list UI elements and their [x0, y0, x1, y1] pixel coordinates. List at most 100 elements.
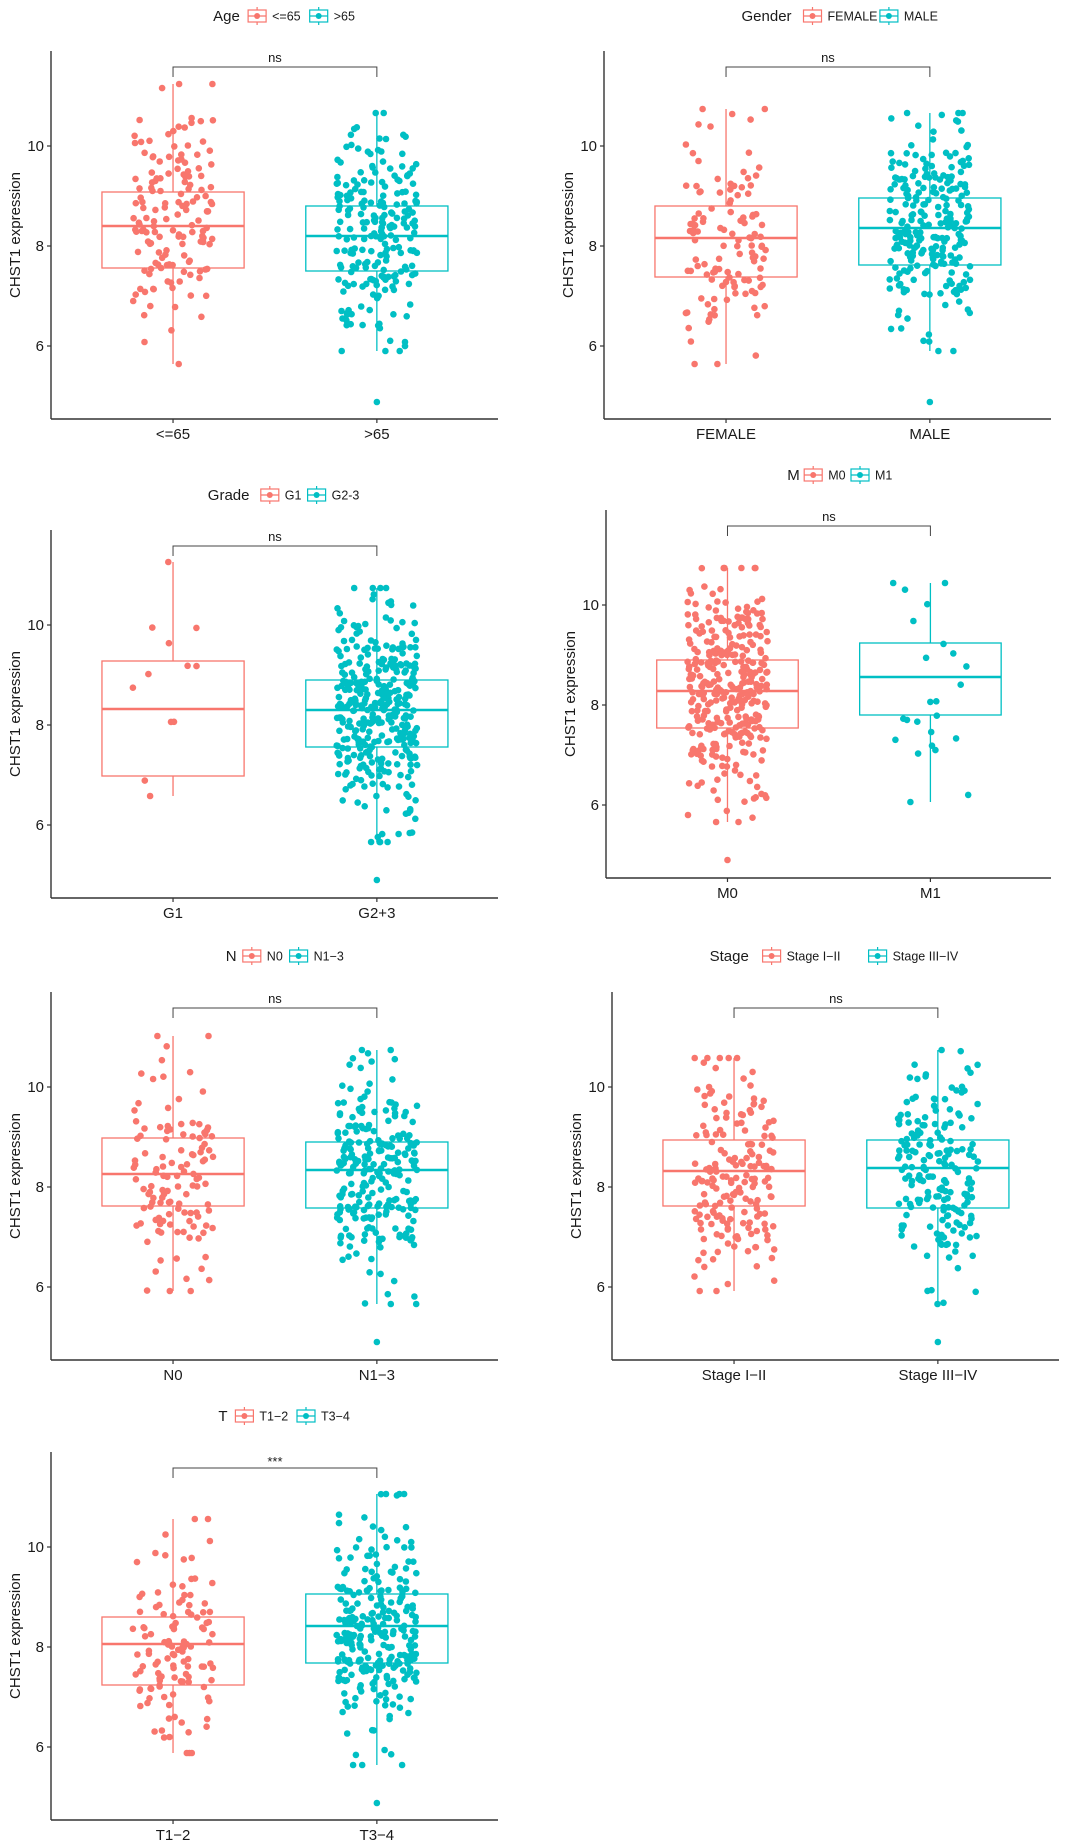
data-point [403, 702, 411, 709]
data-point [746, 1219, 753, 1226]
data-point [375, 1147, 383, 1154]
data-point [364, 1616, 371, 1623]
y-axis-title: CHST1 expression [562, 631, 579, 757]
data-point [930, 1095, 938, 1102]
data-point [725, 618, 732, 625]
data-point [886, 285, 894, 292]
data-point [187, 1287, 194, 1295]
data-point [362, 749, 370, 756]
data-point [159, 1153, 166, 1161]
data-point [692, 256, 700, 263]
data-point [348, 669, 356, 676]
data-point [359, 1183, 367, 1190]
iqr-box [101, 1137, 245, 1207]
data-point [396, 735, 404, 742]
data-point [369, 1189, 376, 1197]
data-point [948, 1084, 956, 1091]
box-1 [101, 562, 245, 796]
data-point [757, 649, 765, 656]
data-point [158, 84, 166, 92]
data-point [162, 251, 169, 258]
data-point [928, 1286, 935, 1294]
data-point [176, 278, 183, 285]
legend-label: M0 [828, 469, 845, 483]
data-point [974, 1061, 981, 1069]
data-point [174, 1183, 182, 1190]
data-point [697, 1219, 704, 1227]
data-point [335, 693, 343, 701]
data-point [336, 760, 344, 768]
data-point [742, 290, 749, 298]
data-point [131, 1107, 138, 1114]
data-point [377, 1244, 384, 1251]
data-point [412, 1613, 420, 1621]
data-point [753, 684, 761, 691]
data-point [149, 187, 156, 195]
data-point [130, 1164, 138, 1171]
data-point [336, 1616, 343, 1623]
data-point [385, 1680, 392, 1688]
data-point [741, 1127, 749, 1134]
data-point [156, 1677, 164, 1684]
data-point [750, 1101, 757, 1108]
data-point [750, 1095, 758, 1102]
data-point [209, 1153, 217, 1161]
data-point [950, 347, 957, 355]
data-point [698, 295, 705, 302]
data-point [739, 1160, 746, 1168]
data-point [164, 1104, 172, 1112]
data-point [713, 714, 721, 722]
data-point [961, 181, 969, 188]
data-point [705, 1083, 713, 1091]
data-point [361, 696, 369, 704]
data-point [209, 1224, 216, 1232]
data-point [375, 1650, 383, 1658]
data-point [367, 838, 375, 846]
data-point [206, 147, 214, 154]
data-point [941, 1160, 948, 1167]
data-point [902, 1195, 910, 1203]
data-point [335, 750, 342, 757]
data-point [689, 696, 697, 703]
y-tick-label: 10 [580, 138, 597, 155]
data-point [916, 237, 923, 244]
y-tick-label: 8 [591, 697, 599, 714]
y-tick-label: 10 [588, 1079, 605, 1096]
data-point [386, 1715, 393, 1723]
data-point [399, 1667, 407, 1674]
data-point [963, 663, 970, 670]
data-point [206, 1537, 214, 1545]
data-point [695, 747, 702, 755]
data-point [350, 584, 358, 592]
data-point [381, 1628, 389, 1636]
data-point [371, 738, 378, 746]
bracket-line [172, 545, 378, 556]
data-point [353, 623, 360, 631]
data-point [939, 244, 947, 252]
data-point [405, 1145, 412, 1152]
y-axis-title: CHST1 expression [568, 1113, 585, 1239]
data-point [735, 270, 742, 278]
data-point [356, 754, 364, 762]
data-point [403, 266, 410, 273]
data-point [385, 1586, 392, 1594]
data-point [342, 1619, 349, 1627]
data-point [947, 1137, 954, 1145]
data-point [178, 151, 185, 158]
data-point [727, 186, 734, 193]
data-point [903, 1141, 911, 1148]
data-point [368, 1568, 376, 1576]
data-point [139, 198, 146, 206]
data-point [333, 247, 341, 255]
data-point [393, 624, 400, 632]
box-1 [656, 568, 799, 822]
data-point [168, 1159, 176, 1167]
data-point [202, 292, 210, 300]
data-point [393, 761, 401, 768]
x-tick-label: FEMALE [696, 426, 756, 443]
data-point [709, 665, 717, 673]
data-point [758, 221, 766, 229]
data-point [341, 1635, 349, 1643]
legend-key-2: MALE [879, 7, 938, 25]
data-point [404, 172, 411, 179]
